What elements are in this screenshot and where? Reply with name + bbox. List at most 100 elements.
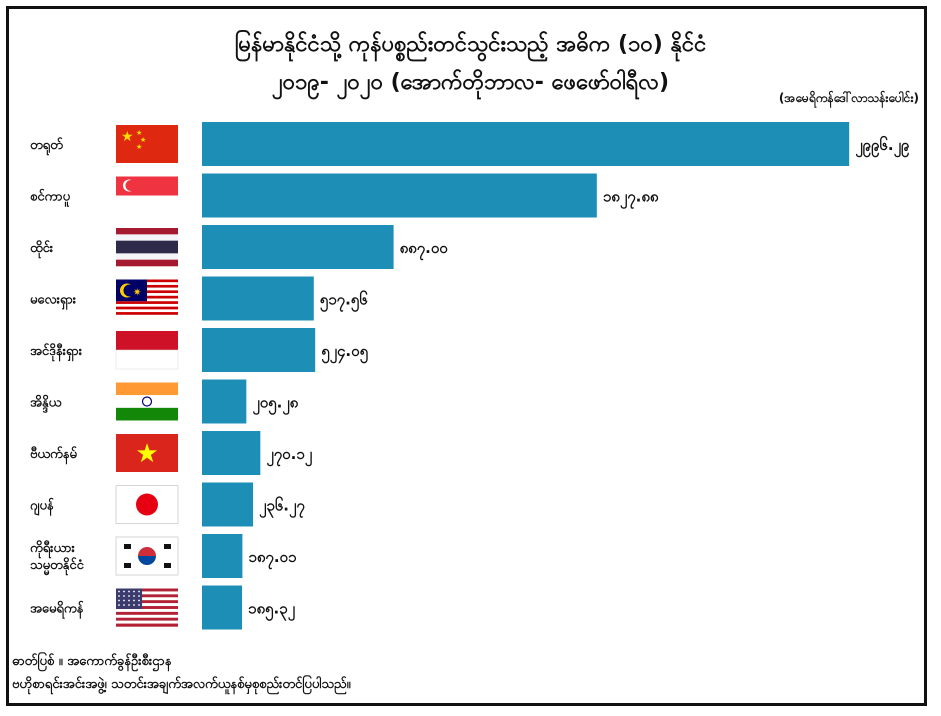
source-line-2: ဗဟိုစာရင်းအင်းအဖွဲ့၊ သတင်းအချက်အလက်ယူနစ်…: [12, 677, 351, 692]
flag-star: [123, 595, 125, 597]
thailand-flag: [116, 228, 178, 267]
category-label: အမေရိကန်: [30, 600, 85, 620]
flag-field: [116, 125, 178, 163]
flag-stripe: [116, 597, 178, 601]
bar: [202, 482, 254, 527]
usa-flag: [116, 588, 178, 627]
flag-stripe: [116, 594, 178, 598]
bar: [202, 328, 316, 372]
flag-taeguk-red: [138, 547, 156, 556]
flag-stripe: [116, 253, 178, 260]
flag-star: [118, 599, 120, 602]
flag-chakra: [141, 396, 153, 407]
japan-flag: [115, 485, 179, 524]
india-flag: [116, 382, 178, 421]
bar: [202, 585, 243, 630]
flag-stripe: [116, 247, 178, 254]
category-label-line: ကိုရီးယား: [30, 539, 75, 559]
flag-stripe: [116, 617, 178, 621]
flag-stripe: [116, 234, 178, 241]
category-label: မလေးရှား: [30, 293, 77, 311]
flag-bottom: [115, 349, 179, 370]
category-label-line: မလေးရှား: [30, 293, 77, 311]
flag-star: ★: [121, 129, 134, 145]
bar: [202, 173, 597, 218]
indonesia-flag: [115, 331, 179, 370]
flag-bottom: [116, 195, 178, 215]
category-label-line: သမ္မတနိုင်ငံ: [30, 556, 85, 576]
flag-star: [138, 604, 140, 606]
flag-moon-cut: [123, 284, 136, 297]
china-flag: ★ ★★★: [116, 125, 178, 163]
category-label-line: ဗီယက်နမ်: [30, 445, 77, 465]
flag-sun: [136, 493, 158, 516]
flag-moon-cut: [125, 180, 137, 191]
value-label: ၂၉၉၆.၂၉: [855, 135, 910, 158]
bar: [202, 534, 243, 578]
flag-stripe: [116, 312, 178, 315]
title-line-2: ၂၀၁၉- ၂၀၂၀ (အောက်တိုဘာလ- ဖေဖော်ဝါရီလ): [271, 70, 670, 95]
flag-bottom: [116, 407, 178, 421]
category-label-line: အိန္ဒိယ: [30, 394, 62, 414]
flag-stripe: [116, 588, 178, 592]
value-label: ၁၈၂၇.၈၈: [603, 188, 659, 210]
flag-stripe: [116, 314, 178, 318]
value-label: ၂၀၅.၂၈: [252, 394, 298, 416]
flag-star: ★: [135, 439, 158, 469]
flag-star: ★: [136, 129, 142, 137]
value-label: ၂၃၆.၂၇: [259, 496, 305, 519]
unit-label: (အမေရိကန်ဒေါ်လာသန်းပေါင်း): [778, 91, 919, 105]
flag-middle: [116, 395, 178, 408]
source-note: ဓာတ်ပြစ် ။ အကောက်ခွန်ဦးစီးဌာန ဗဟိုစာရင်း…: [12, 650, 351, 696]
category-label-line: ဂျပန်: [30, 497, 55, 517]
flag-star: [123, 599, 125, 602]
chart-title: မြန်မာနိုင်ငံသို့ ကုန်ပစ္စည်းတင်သွင်းသည့…: [0, 26, 941, 102]
flag-star: [128, 604, 130, 606]
flag-stripe: [116, 240, 178, 248]
category-label: တရုတ်: [30, 136, 63, 156]
value-label: ၁၈၇.၀၁: [248, 548, 297, 570]
source-line-1: ဓာတ်ပြစ် ။ အကောက်ခွန်ဦးစီးဌာန: [12, 654, 172, 669]
flag-stripe: [116, 620, 178, 624]
singapore-flag: [116, 176, 178, 215]
flag-stripe: [116, 611, 178, 616]
flag-star: [138, 590, 140, 593]
bar: [202, 122, 850, 166]
bar: [202, 431, 261, 475]
flag-stripe: [116, 623, 178, 627]
title-line-1: မြန်မာနိုင်ငံသို့ ကုန်ပစ္စည်းတင်သွင်းသည့…: [234, 32, 707, 57]
flag-top: [116, 331, 178, 350]
flag-stripe: [116, 306, 178, 310]
category-label: အိန္ဒိယ: [30, 394, 62, 414]
category-label: ဗီယက်နမ်: [30, 445, 77, 465]
flag-star: [128, 595, 130, 597]
flag-star: [133, 599, 135, 602]
flag-stripe: [116, 600, 178, 604]
vietnam-flag: ★: [116, 434, 178, 472]
flag-trigram: [164, 544, 171, 549]
flag-star: [138, 599, 140, 602]
flag-canton: [116, 588, 143, 609]
chart-frame: [6, 6, 927, 706]
category-label: စင်ကာပူ: [30, 188, 71, 208]
category-label: ကိုရီးယားသမ္မတနိုင်ငံ: [30, 539, 85, 576]
flag-star: [123, 604, 125, 606]
category-label-line: တရုတ်: [30, 136, 63, 156]
flag-stripe: [116, 608, 178, 613]
category-label-line: စင်ကာပူ: [30, 188, 71, 208]
value-label: ၂၇၀.၁၂: [266, 445, 312, 467]
flag-stripe: [116, 228, 178, 235]
flag-star: [123, 590, 125, 593]
flag-stripe: [116, 301, 178, 305]
bar: [202, 225, 394, 269]
category-label-line: ထိုင်း: [30, 239, 54, 259]
flag-star: [128, 590, 130, 593]
flag-stripe: [116, 303, 178, 307]
flag-taeguk-blue: [138, 556, 156, 565]
category-label-line: အမေရိကန်: [30, 600, 85, 620]
flag-star: [118, 590, 120, 593]
flag-star: [133, 590, 135, 593]
flag-star: ✷: [133, 288, 141, 299]
category-label-line: အင်ဒိုနီးရှား: [30, 342, 83, 362]
value-label: ၅၂၄.၀၅: [321, 342, 368, 364]
